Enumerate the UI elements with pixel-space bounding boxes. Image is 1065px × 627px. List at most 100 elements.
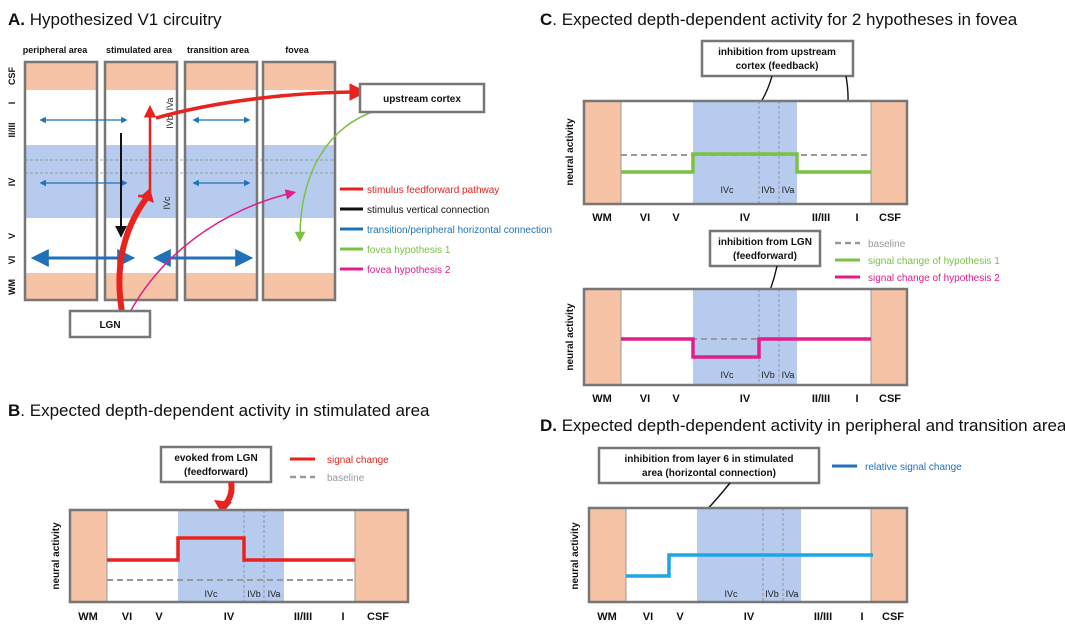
area-label-transition: transition area xyxy=(187,45,250,55)
legend-a: stimulus feedforward pathway stimulus ve… xyxy=(340,185,552,276)
plot-b-xticks: WM VI V IV II/III I CSF xyxy=(78,611,389,623)
plot-d-ivb: IVb xyxy=(765,589,779,599)
plot-d-ylabel: neural activity xyxy=(570,522,581,590)
plot-c1-tick-csf: CSF xyxy=(879,212,901,224)
plot-b-ylabel: neural activity xyxy=(51,522,62,590)
legend-b-baseline: baseline xyxy=(327,473,365,484)
plot-c2-ivb: IVb xyxy=(761,370,775,380)
panel-d-letter: D. xyxy=(540,416,557,435)
legend-b-signal: signal change xyxy=(327,455,389,466)
plot-c1-hyp1-signal xyxy=(621,152,871,174)
horizontal-connections xyxy=(30,116,254,267)
panel-c: inhibition from upstream cortex (feedbac… xyxy=(565,39,1000,405)
fovea-hypothesis2-arrow xyxy=(129,189,297,313)
plot-d-tick-ii-iii: II/III xyxy=(814,611,832,623)
plot-c2-tick-ii-iii: II/III xyxy=(812,393,830,405)
callout-layer6-horizontal: inhibition from layer 6 in stimulated ar… xyxy=(597,446,821,485)
plot-c1-tick-ii-iii: II/III xyxy=(812,212,830,224)
legend-c-baseline: baseline xyxy=(868,239,906,250)
plot-d-iva: IVa xyxy=(786,589,799,599)
feedforward-pathway xyxy=(116,83,367,313)
plot-d-ivc: IVc xyxy=(724,589,738,599)
column-transition xyxy=(183,60,259,302)
plot-c1-tick-iv: IV xyxy=(740,212,751,224)
lgn-label: LGN xyxy=(99,320,120,331)
callout-evoked-arrowhead xyxy=(214,500,232,514)
panel-a-title: A. Hypothesized V1 circuitry xyxy=(8,10,222,29)
plot-c1-tick-wm: WM xyxy=(592,212,612,224)
to-upstream-cortex-arrow xyxy=(155,83,367,120)
plot-b-ivc: IVc xyxy=(204,589,218,599)
layer-label-vi: VI xyxy=(7,256,17,265)
plot-d-tick-vi: VI xyxy=(643,611,653,623)
area-label-peripheral: peripheral area xyxy=(23,45,89,55)
legend-c-hyp1: signal change of hypothesis 1 xyxy=(868,256,1000,267)
plot-c2-tick-i: I xyxy=(855,393,858,405)
area-columns xyxy=(23,60,337,302)
plot-c1-ylabel: neural activity xyxy=(565,118,576,186)
panel-b-title: B. Expected depth-dependent activity in … xyxy=(8,401,430,420)
legend-a-hyp1: fovea hypothesis 1 xyxy=(367,245,451,256)
upstream-cortex-label: upstream cortex xyxy=(383,94,461,105)
plot-c2-tick-iv: IV xyxy=(740,393,751,405)
callout-upstream-feedback: inhibition from upstream cortex (feedbac… xyxy=(700,39,855,78)
legend-c-hyp2: signal change of hypothesis 2 xyxy=(868,273,1000,284)
sublayer-label-iva: IVa xyxy=(165,98,175,111)
plot-d-xticks: WM VI V IV II/III I CSF xyxy=(597,611,904,623)
layer-label-ii-iii: II/III xyxy=(7,122,17,137)
panel-c-title: C. Expected depth-dependent activity for… xyxy=(540,10,1018,29)
legend-a-horizontal: transition/peripheral horizontal connect… xyxy=(367,225,552,236)
plot-c2-tick-v: V xyxy=(672,393,680,405)
sublayer-label-ivb: IVb xyxy=(165,115,175,129)
plot-c1-tick-vi: VI xyxy=(640,212,650,224)
ivc-to-superficial-arrow xyxy=(138,105,157,198)
plot-c2: IVc IVb IVa xyxy=(582,287,909,387)
legend-a-vertical: stimulus vertical connection xyxy=(367,205,489,216)
plot-c2-tick-wm: WM xyxy=(592,393,612,405)
plot-b: IVc IVb IVa xyxy=(68,508,410,604)
layer-label-v: V xyxy=(7,233,17,239)
plot-c2-iva: IVa xyxy=(782,370,795,380)
plot-b-tick-v: V xyxy=(155,611,163,623)
callout-lgn-line1: inhibition from LGN xyxy=(718,237,812,248)
callout-evoked-line2: (feedforward) xyxy=(184,467,248,478)
panel-a-title-text: Hypothesized V1 circuitry xyxy=(25,10,222,29)
plot-d-tick-iv: IV xyxy=(744,611,755,623)
legend-a-hyp2: fovea hypothesis 2 xyxy=(367,265,451,276)
layer-label-iv: IV xyxy=(7,178,17,187)
lgn-to-ivc-arrow xyxy=(116,194,151,313)
plot-c1-ivc: IVc xyxy=(720,185,734,195)
panel-b-title-text: . Expected depth-dependent activity in s… xyxy=(20,401,430,420)
callout-lgn-evoked: evoked from LGN (feedforward) xyxy=(159,445,273,484)
panel-d-title-text: Expected depth-dependent activity in per… xyxy=(557,416,1065,435)
plot-c2-ylabel: neural activity xyxy=(565,303,576,371)
legend-c: baseline signal change of hypothesis 1 s… xyxy=(835,239,1000,284)
legend-d-relative: relative signal change xyxy=(865,462,962,473)
plot-c1-tick-i: I xyxy=(855,212,858,224)
plot-c2-tick-vi: VI xyxy=(640,393,650,405)
plot-c2-tick-csf: CSF xyxy=(879,393,901,405)
plot-b-tick-csf: CSF xyxy=(367,611,389,623)
callout-layer6-line1: inhibition from layer 6 in stimulated xyxy=(625,454,794,465)
lgn-node: LGN xyxy=(68,309,152,339)
plot-b-tick-vi: VI xyxy=(122,611,132,623)
panel-d-title: D. Expected depth-dependent activity in … xyxy=(540,416,1065,435)
plot-c1: IVc IVb IVa xyxy=(582,99,909,206)
plot-c2-xticks: WM VI V IV II/III I CSF xyxy=(592,393,901,405)
panel-a-letter: A. xyxy=(8,10,25,29)
plot-c2-hyp2-signal xyxy=(621,337,871,359)
plot-c2-ivc: IVc xyxy=(720,370,734,380)
plot-d-tick-v: V xyxy=(676,611,684,623)
upstream-cortex-node: upstream cortex xyxy=(358,82,486,114)
plot-d: IVc IVb IVa xyxy=(587,506,909,604)
plot-c1-tick-v: V xyxy=(672,212,680,224)
panel-c-letter: C xyxy=(540,10,552,29)
plot-c1-ivb: IVb xyxy=(761,185,775,195)
plot-d-signal xyxy=(626,553,873,578)
sublayer-label-ivc: IVc xyxy=(162,196,172,210)
panel-c-title-text: . Expected depth-dependent activity for … xyxy=(552,10,1018,29)
callout-lgn-line2: (feedforward) xyxy=(733,251,797,262)
area-label-fovea: fovea xyxy=(285,45,310,55)
plot-c1-iva: IVa xyxy=(782,185,795,195)
